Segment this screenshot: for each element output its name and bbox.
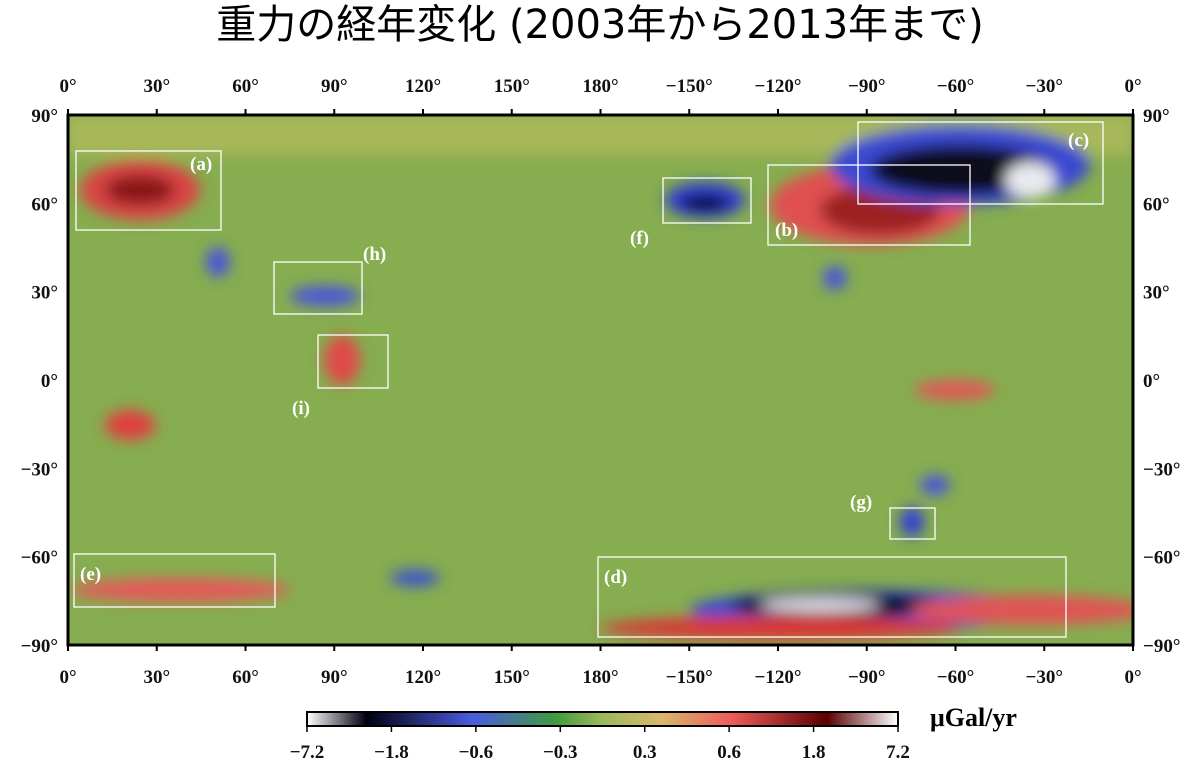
- lon-label: 30°: [143, 667, 170, 688]
- lon-label: −30°: [1026, 667, 1063, 688]
- lat-label: 60°: [1143, 194, 1170, 215]
- lon-label: 0°: [59, 667, 76, 688]
- colorbar-label: −0.3: [543, 742, 578, 763]
- region-label: (g): [850, 492, 872, 513]
- lon-label: −90°: [848, 667, 885, 688]
- lat-label: 60°: [31, 194, 58, 215]
- lon-label: 150°: [494, 667, 530, 688]
- colorbar-unit: μGal/yr: [930, 703, 1017, 732]
- region-box: [597, 556, 1067, 638]
- lat-label: 30°: [31, 283, 58, 304]
- lon-label: −60°: [937, 667, 974, 688]
- region-box: [857, 121, 1104, 205]
- lon-label: 90°: [321, 76, 348, 97]
- colorbar-label: 0.6: [717, 742, 741, 763]
- region-label: (a): [190, 154, 212, 175]
- region-label: (i): [292, 398, 310, 419]
- lon-label: −30°: [1026, 76, 1063, 97]
- lat-label: −60°: [21, 548, 58, 569]
- lat-label: 30°: [1143, 283, 1170, 304]
- region-box: [75, 150, 222, 231]
- colorbar-label: 7.2: [886, 742, 910, 763]
- region-label: (h): [363, 244, 386, 265]
- colorbar-label: −1.8: [374, 742, 409, 763]
- lat-label: −90°: [1143, 636, 1180, 657]
- lon-label: 150°: [494, 76, 530, 97]
- region-label: (e): [80, 564, 101, 585]
- region-label: (d): [604, 567, 627, 588]
- lat-label: 90°: [31, 106, 58, 127]
- region-box: [317, 334, 389, 389]
- colorbar: [306, 711, 899, 727]
- region-box: [767, 164, 971, 246]
- lat-label: −30°: [21, 459, 58, 480]
- lat-label: −30°: [1143, 459, 1180, 480]
- lon-label: 60°: [232, 667, 259, 688]
- colorbar-label: 0.3: [633, 742, 657, 763]
- region-label: (f): [630, 228, 649, 249]
- region-box: [73, 553, 276, 608]
- lat-label: −90°: [21, 636, 58, 657]
- colorbar-label: −7.2: [290, 742, 325, 763]
- region-box: [273, 261, 363, 315]
- lon-label: −150°: [666, 667, 713, 688]
- lon-label: 120°: [405, 667, 441, 688]
- gravity-field: [68, 115, 1133, 645]
- region-label: (c): [1068, 130, 1089, 151]
- lat-label: −60°: [1143, 548, 1180, 569]
- region-box: [889, 507, 936, 540]
- lon-label: 0°: [1124, 76, 1141, 97]
- lon-label: −120°: [755, 667, 802, 688]
- lon-label: 180°: [582, 667, 618, 688]
- lon-label: −60°: [937, 76, 974, 97]
- lon-label: −120°: [755, 76, 802, 97]
- lon-label: 120°: [405, 76, 441, 97]
- lon-label: 30°: [143, 76, 170, 97]
- lat-label: 0°: [1143, 371, 1160, 392]
- colorbar-label: −0.6: [459, 742, 494, 763]
- colorbar-label: 1.8: [802, 742, 826, 763]
- lat-label: 90°: [1143, 106, 1170, 127]
- region-box: [662, 177, 752, 224]
- lon-label: 0°: [59, 76, 76, 97]
- region-label: (b): [775, 220, 798, 241]
- lon-label: 180°: [582, 76, 618, 97]
- lon-label: −90°: [848, 76, 885, 97]
- lon-label: 0°: [1124, 667, 1141, 688]
- title: 重力の経年変化 (2003年から2013年まで): [216, 2, 984, 48]
- lat-label: 0°: [41, 371, 58, 392]
- region-boxes: (a) (b) (c) (d) (e) (f) (g) (h) (i): [73, 121, 1104, 638]
- lon-label: 90°: [321, 667, 348, 688]
- lon-label: 60°: [232, 76, 259, 97]
- lon-label: −150°: [666, 76, 713, 97]
